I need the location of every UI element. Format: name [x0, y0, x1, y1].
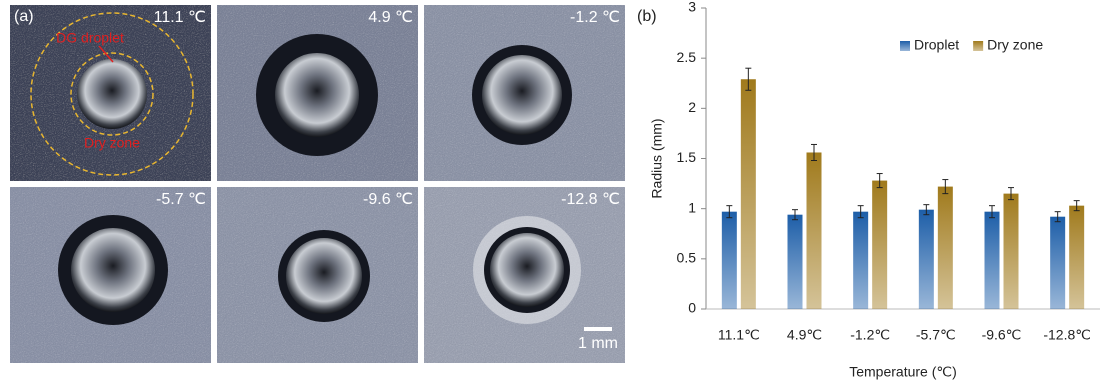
scale-bar [584, 327, 612, 331]
temperature-label: -5.7 ℃ [156, 191, 206, 208]
annotation: DG droplet [56, 30, 124, 46]
bar [788, 215, 803, 309]
y-axis-label: Radius (mm) [649, 118, 665, 198]
bar [919, 210, 934, 309]
bar [722, 212, 737, 309]
bar [853, 212, 868, 309]
bar [1004, 194, 1019, 309]
bar [985, 212, 1000, 309]
bar [741, 79, 756, 309]
legend-swatch [973, 41, 983, 51]
y-tick-label: 1.5 [677, 149, 697, 165]
droplet [71, 228, 155, 312]
bar [1050, 217, 1065, 309]
x-tick-label: 4.9℃ [787, 327, 822, 343]
panel-label: (a) [14, 8, 34, 25]
photo-panel: (a) 11.1 ℃ 4.9 ℃ -1.2 ℃ -5.7 ℃ -9.6 ℃ -1… [10, 5, 625, 363]
y-tick-label: 2.5 [677, 49, 697, 65]
y-tick-label: 0.5 [677, 250, 697, 266]
legend-swatch [900, 41, 910, 51]
droplet [275, 53, 359, 137]
scale-label: 1 mm [578, 335, 618, 352]
x-tick-label: -1.2℃ [850, 327, 890, 343]
temperature-label: 11.1 ℃ [154, 9, 206, 26]
x-tick-label: -5.7℃ [916, 327, 956, 343]
bar [872, 181, 887, 309]
bar [807, 152, 822, 309]
legend-label: Droplet [914, 37, 959, 53]
droplet [286, 238, 362, 314]
annotation: Dry zone [84, 135, 140, 151]
droplet [482, 55, 562, 135]
temperature-label: 4.9 ℃ [368, 9, 413, 26]
bar [1069, 206, 1084, 309]
legend-label: Dry zone [987, 37, 1043, 53]
y-tick-label: 1 [688, 199, 696, 215]
x-tick-label: 11.1℃ [718, 327, 760, 343]
plot-backdrop [706, 8, 1100, 309]
temperature-label: -9.6 ℃ [363, 191, 413, 208]
y-tick-label: 3 [688, 0, 696, 15]
y-tick-label: 2 [688, 99, 696, 115]
x-axis-label: Temperature (℃) [849, 364, 957, 380]
y-tick-label: 0 [688, 300, 696, 316]
figure: (a) 11.1 ℃ 4.9 ℃ -1.2 ℃ -5.7 ℃ -9.6 ℃ -1… [0, 0, 1103, 387]
temperature-label: -1.2 ℃ [570, 9, 620, 26]
x-tick-label: -12.8℃ [1043, 327, 1091, 343]
panel-label: (b) [637, 8, 657, 25]
temperature-label: -12.8 ℃ [561, 191, 620, 208]
droplet [77, 59, 147, 129]
bar [938, 187, 953, 309]
droplet [490, 233, 564, 307]
x-tick-label: -9.6℃ [982, 327, 1022, 343]
